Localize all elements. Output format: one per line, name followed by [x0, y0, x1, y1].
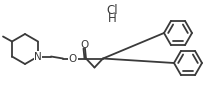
Text: N: N — [34, 52, 42, 62]
Text: H: H — [108, 13, 116, 25]
Text: O: O — [80, 39, 88, 49]
Text: O: O — [69, 54, 77, 64]
Text: Cl: Cl — [106, 5, 118, 17]
